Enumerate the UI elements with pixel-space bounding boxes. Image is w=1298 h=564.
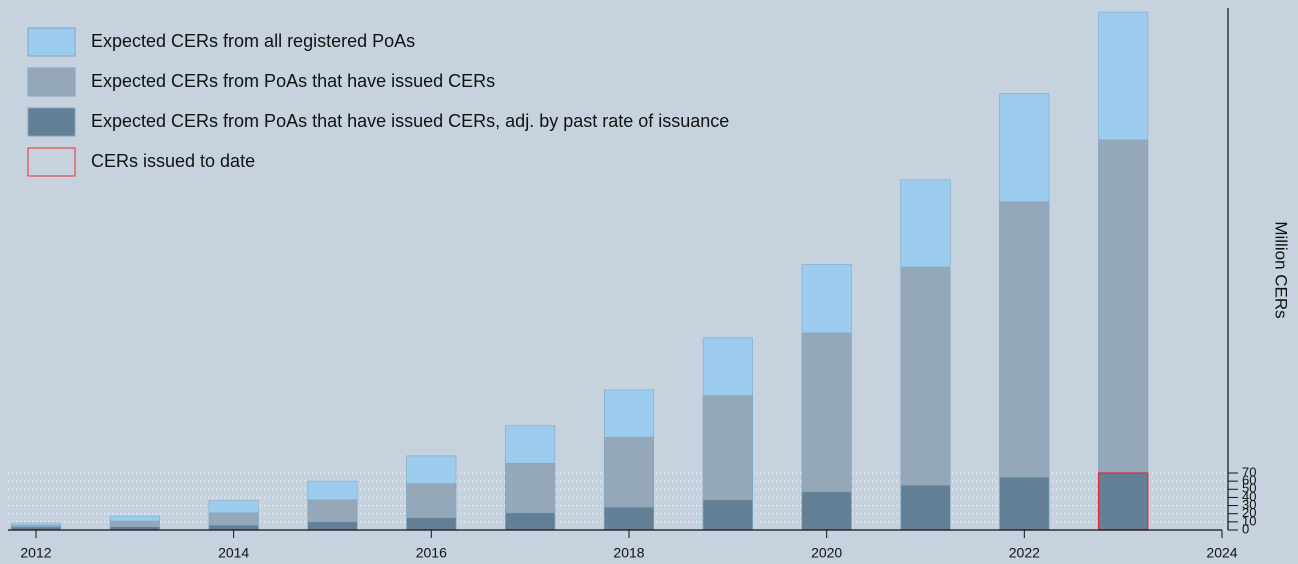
bar [208,524,259,531]
x-tick-label: 2022 [1009,545,1040,561]
y-tick-label: 70 [1242,464,1256,479]
y-tick-label: 20 [1242,505,1256,520]
x-tick-label: 2024 [1206,545,1237,561]
y-tick-label: 10 [1242,513,1256,528]
bar [900,484,951,531]
bar [702,499,753,531]
bar [603,506,654,531]
legend-label: Expected CERs from PoAs that have issued… [91,71,495,91]
bar [406,517,457,531]
legend-label: CERs issued to date [91,151,255,171]
y-tick-label: 40 [1242,489,1256,504]
x-tick-label: 2012 [20,545,51,561]
bar [505,512,556,531]
legend-swatch [27,147,76,177]
legend-swatch [27,107,76,137]
bar [801,491,852,531]
bar [1098,139,1149,531]
y-axis-label: Million CERs [1272,221,1291,318]
legend-swatch [27,67,76,97]
legend-label: Expected CERs from PoAs that have issued… [91,111,729,131]
y-tick-label: 0 [1242,521,1249,536]
y-tick-label: 50 [1242,481,1256,496]
x-tick-label: 2014 [218,545,249,561]
x-tick-label: 2020 [811,545,842,561]
bar [999,201,1050,531]
legend-label: Expected CERs from all registered PoAs [91,31,415,51]
legend-swatch [27,27,76,57]
x-tick-label: 2018 [613,545,644,561]
bar [999,476,1050,531]
x-tick-label: 2016 [416,545,447,561]
bar [1098,471,1149,531]
bar [307,521,358,531]
y-tick-label: 30 [1242,497,1256,512]
y-tick-label: 60 [1242,473,1256,488]
